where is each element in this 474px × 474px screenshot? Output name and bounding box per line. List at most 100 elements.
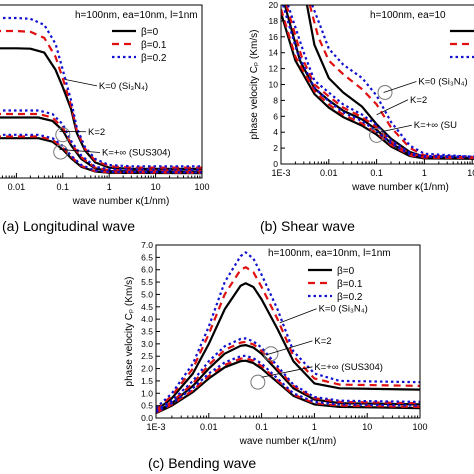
y-tick-label-c-8: 4.0 (141, 314, 153, 324)
y-axis-title-b: phase velocity Cₚ (Km/s) (249, 30, 260, 140)
chart-b: 1E-3 0.01 0.1 1 10 0 2 4 6 8 10 12 14 16 18 20 wave numb… (249, 0, 474, 193)
y-tick-label-b-5: 10 (269, 80, 279, 90)
curve-label-a-2: K=+∞ (SUS304) (102, 148, 171, 159)
y-tick-label-b-4: 8 (273, 95, 278, 105)
y-tick-label-c-7: 3.5 (141, 327, 153, 337)
chart-a: 0.01 0.1 1 10 100 wave number κ(1/nm) h=100nm,… (0, 4, 210, 207)
x-tick-label-c-4: 10 (362, 422, 372, 432)
y-tick-label-c-2: 1.0 (141, 388, 153, 398)
x-axis-title-b: wave number κ(1/nm) (351, 182, 449, 193)
plot-area-b (281, 5, 474, 160)
pointer-line-b-0 (383, 81, 417, 93)
caption-a: (a) Longitudinal wave (2, 218, 136, 234)
series-line-c-group1-beta-0.1 (156, 340, 420, 413)
curve-label-c-2: K=+∞ (SUS304) (314, 362, 383, 373)
x-tick-label-a-1: 0.1 (57, 182, 70, 192)
x-tick-label-c-1: 0.01 (200, 422, 218, 432)
y-tick-label-c-9: 4.5 (141, 302, 153, 312)
series-line-a-group2-beta-0.1 (0, 135, 202, 174)
pointer-line-b-1 (376, 99, 409, 116)
marker-circle-a-1 (53, 144, 69, 160)
pointer-line-a-2 (59, 149, 101, 153)
y-tick-label-c-11: 5.5 (141, 277, 153, 287)
y-tick-label-b-8: 16 (269, 32, 279, 42)
series-line-a-group0-beta-0.1 (0, 29, 202, 169)
x-tick-label-a-2: 1 (107, 182, 112, 192)
series-line-c-group2-beta-0 (156, 359, 420, 415)
pointer-line-c-1 (265, 340, 313, 356)
y-tick-label-b-10: 20 (269, 0, 279, 10)
curve-label-c-0: K=0 (Si₃N₄) (319, 304, 368, 315)
y-tick-label-b-1: 2 (273, 143, 278, 153)
x-axis-title-a: wave number κ(1/nm) (72, 196, 170, 207)
x-tick-label-a-0: 0.01 (8, 182, 26, 192)
annotation-b: h=100nm, ea=10 (370, 10, 446, 21)
x-tick-label-b-3: 1 (422, 168, 427, 178)
y-axis-title-c: phase velocity Cₚ (Km/s) (124, 277, 135, 387)
y-tick-label-c-13: 6.5 (141, 252, 153, 262)
series-line-c-group0-beta-0.1 (156, 266, 420, 411)
plot-area-a (0, 16, 202, 175)
y-tick-label-c-12: 6.0 (141, 265, 153, 275)
series-line-c-group2-beta-0.1 (156, 357, 420, 414)
y-tick-label-c-4: 2.0 (141, 364, 153, 374)
x-tick-label-a-4: 100 (194, 182, 209, 192)
y-tick-label-b-0: 0 (273, 159, 278, 169)
pointer-line-c-2 (261, 366, 313, 378)
x-tick-label-b-4: 10 (467, 168, 474, 178)
legend-label-a-2: β=0.2 (141, 53, 167, 64)
caption-c: (c) Bending wave (148, 455, 257, 471)
y-tick-label-b-7: 14 (269, 48, 279, 58)
series-line-a-group1-beta-0.2 (0, 109, 202, 171)
curve-label-b-2: K=+∞ (SU (414, 120, 457, 131)
series-line-b-group2-beta-0.2 (281, 5, 474, 159)
marker-circle-b-1 (369, 127, 385, 143)
series-line-b-group0-beta-0.1 (308, 5, 474, 159)
legend-label-a-1: β=0.1 (141, 40, 167, 51)
y-tick-label-c-5: 2.5 (141, 351, 153, 361)
plot-area-c (156, 251, 420, 415)
y-tick-label-c-6: 3.0 (141, 339, 153, 349)
x-tick-label-c-2: 0.1 (255, 422, 268, 432)
curve-label-c-1: K=2 (314, 336, 331, 347)
y-tick-label-c-1: 0.5 (141, 401, 153, 411)
curve-label-b-0: K=0 (Si₃N₄) (418, 77, 467, 88)
x-axis-title-c: wave number κ(1/nm) (239, 436, 337, 447)
curve-label-a-1: K=2 (88, 127, 105, 138)
series-line-b-group0-beta-0.2 (311, 5, 474, 158)
pointer-line-c-0 (279, 308, 317, 324)
y-tick-label-b-6: 12 (269, 64, 279, 74)
chart-c: 1E-3 0.01 0.1 1 10 100 0.0 0.5 1.0 1.5 2.0 2.5 3.0 3.… (124, 240, 428, 447)
curve-label-b-1: K=2 (410, 95, 427, 106)
annotation-c: h=100nm, ea=10nm, l=1nm (268, 248, 391, 259)
series-line-a-group2-beta-0.2 (0, 133, 202, 174)
series-line-b-group1-beta-0.2 (286, 5, 474, 158)
legend-label-c-0: β=0 (337, 266, 355, 277)
series-line-c-group0-beta-0 (156, 282, 420, 412)
y-tick-label-c-3: 1.5 (141, 376, 153, 386)
x-tick-label-b-1: 0.01 (320, 168, 338, 178)
marker-circle-b-0 (377, 84, 393, 100)
y-tick-label-c-14: 7.0 (141, 240, 153, 250)
y-tick-label-b-2: 4 (273, 127, 278, 137)
y-tick-label-b-9: 18 (269, 16, 279, 26)
series-line-c-group0-beta-0.2 (156, 251, 420, 409)
y-tick-label-b-3: 6 (273, 111, 278, 121)
annotation-a: h=100nm, ea=10nm, l=1nm (75, 10, 198, 21)
marker-circle-c-1 (250, 374, 266, 390)
marker-circle-c-0 (263, 346, 279, 362)
plot-frame-a (0, 4, 203, 179)
legend-label-a-0: β=0 (141, 27, 159, 38)
series-line-a-group0-beta-0 (0, 47, 202, 170)
marker-circle-a-0 (55, 127, 71, 143)
y-tick-label-c-0: 0.0 (141, 413, 153, 423)
x-tick-label-c-5: 100 (412, 422, 427, 432)
series-line-a-group0-beta-0.2 (0, 16, 202, 168)
series-line-c-group1-beta-0 (156, 344, 420, 413)
y-tick-label-c-10: 5.0 (141, 289, 153, 299)
legend-label-c-2: β=0.2 (337, 292, 363, 303)
caption-b: (b) Shear wave (260, 218, 355, 234)
pointer-line-b-2 (375, 124, 412, 134)
x-tick-label-c-0: 1E-3 (146, 422, 165, 432)
